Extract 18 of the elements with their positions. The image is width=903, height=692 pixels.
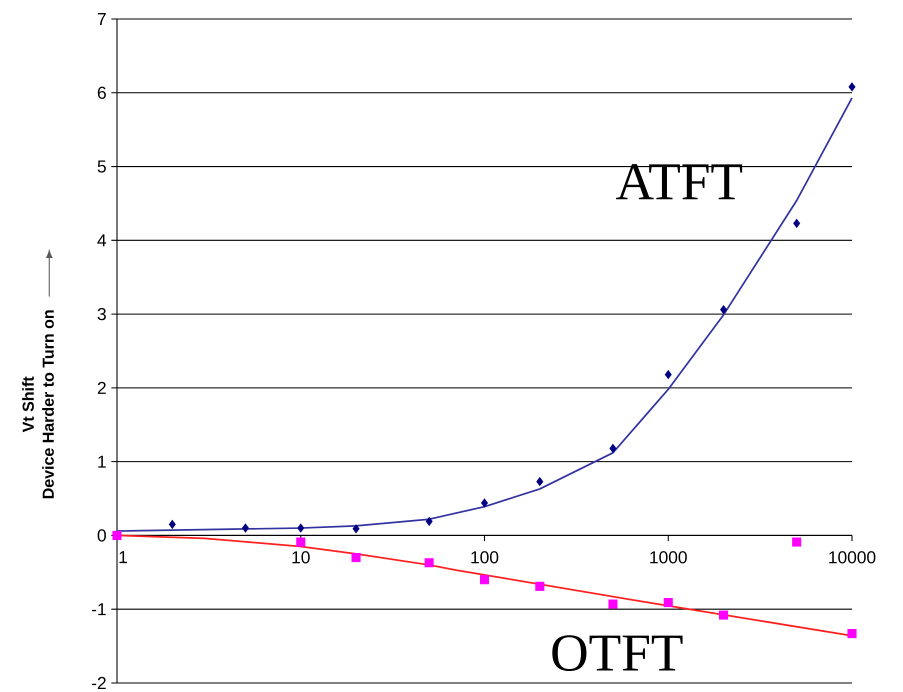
- y-tick-label: -2: [92, 676, 106, 690]
- x-tick-label: 10000: [829, 551, 876, 564]
- annotation: OTFT: [552, 635, 683, 672]
- text: Vt Shift: [22, 376, 34, 432]
- y-tick-label: 1: [98, 456, 106, 468]
- y-tick-label: 6: [98, 86, 106, 99]
- y-tick-label: -1: [92, 603, 106, 616]
- y-tick-label: 7: [98, 13, 106, 25]
- x-tick-label: 100: [471, 551, 498, 564]
- y-tick-label: 0: [98, 529, 106, 542]
- x-tick-label: 1: [120, 551, 127, 564]
- text: Device Harder to Turn on: [42, 310, 54, 498]
- x-tick-label: 1000: [650, 551, 687, 564]
- x-tick-label: 10: [292, 551, 310, 564]
- y-tick-label: 3: [98, 308, 106, 320]
- y-tick-label: 4: [97, 234, 106, 246]
- y-tick-label: 2: [98, 382, 106, 394]
- y-tick-label: 5: [98, 160, 106, 173]
